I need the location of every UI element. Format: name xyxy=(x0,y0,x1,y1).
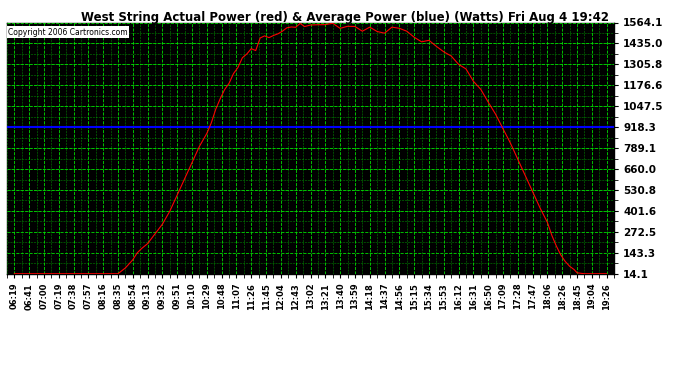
Text: West String Actual Power (red) & Average Power (blue) (Watts) Fri Aug 4 19:42: West String Actual Power (red) & Average… xyxy=(81,11,609,24)
Text: Copyright 2006 Cartronics.com: Copyright 2006 Cartronics.com xyxy=(8,27,128,36)
